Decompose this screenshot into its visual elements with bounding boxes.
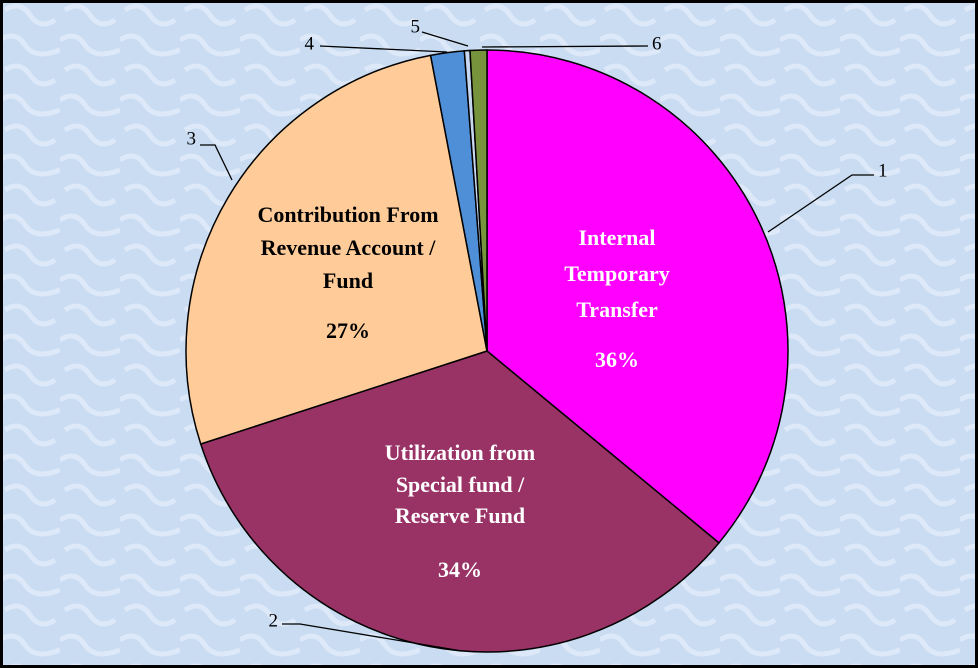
slice-name: Transfer [576, 297, 658, 322]
leader-line [282, 623, 463, 652]
pie-slice [185, 54, 488, 445]
slice-number: 5 [411, 16, 421, 37]
slice-name: Special fund / [396, 472, 525, 497]
slice-percent: 27% [326, 318, 370, 343]
slice-number: 4 [305, 33, 315, 54]
slice-name: Reserve Fund [395, 503, 525, 528]
slice-number: 3 [187, 128, 197, 149]
slice-name: Utilization from [385, 440, 536, 465]
slice-name: Internal [579, 225, 656, 250]
leader-line [200, 144, 233, 181]
pie-slice [486, 49, 789, 544]
slice-name: Temporary [564, 261, 670, 286]
leader-line [767, 174, 874, 233]
slice-number: 1 [878, 160, 888, 181]
slice-name: Contribution From [257, 202, 438, 227]
slice-name: Fund [323, 268, 373, 293]
slice-percent: 34% [438, 557, 482, 582]
pie-slice [469, 49, 488, 352]
pie-slice [199, 350, 720, 653]
leader-line [481, 45, 649, 48]
leader-line [319, 45, 448, 53]
slice-number: 6 [652, 33, 662, 54]
leader-line [421, 31, 469, 47]
slice-number: 2 [269, 610, 279, 631]
slice-name: Revenue Account / [261, 235, 437, 260]
slice-percent: 36% [595, 347, 639, 372]
